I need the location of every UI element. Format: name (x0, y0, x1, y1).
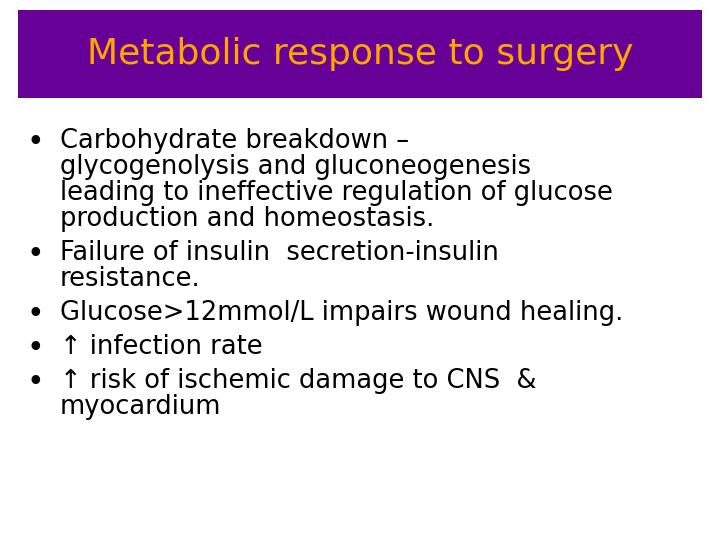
Text: ↑ risk of ischemic damage to CNS  &: ↑ risk of ischemic damage to CNS & (60, 368, 536, 394)
Text: myocardium: myocardium (60, 394, 222, 420)
Text: Failure of insulin  secretion-insulin: Failure of insulin secretion-insulin (60, 240, 499, 266)
Text: resistance.: resistance. (60, 266, 201, 292)
Bar (18, 10, 702, 98)
Text: glycogenolysis and gluconeogenesis: glycogenolysis and gluconeogenesis (60, 154, 531, 180)
Text: leading to ineffective regulation of glucose: leading to ineffective regulation of glu… (60, 180, 613, 206)
Text: Metabolic response to surgery: Metabolic response to surgery (86, 37, 634, 71)
Text: •: • (26, 334, 44, 363)
Text: production and homeostasis.: production and homeostasis. (60, 206, 434, 232)
Text: Glucose>12mmol/L impairs wound healing.: Glucose>12mmol/L impairs wound healing. (60, 300, 624, 326)
Text: •: • (26, 368, 44, 397)
Text: •: • (26, 240, 44, 269)
Text: •: • (26, 300, 44, 329)
Text: ↑ infection rate: ↑ infection rate (60, 334, 263, 360)
Text: •: • (26, 128, 44, 157)
Text: Carbohydrate breakdown –: Carbohydrate breakdown – (60, 128, 409, 154)
